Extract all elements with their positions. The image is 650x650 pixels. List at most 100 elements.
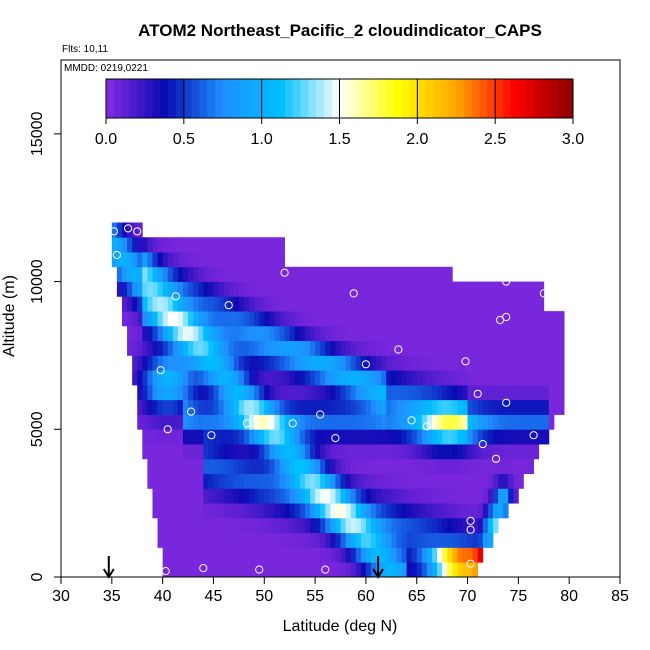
curtain-cell [238, 458, 245, 474]
curtain-cell [243, 473, 250, 489]
curtain-cell [431, 296, 438, 312]
curtain-cell [416, 503, 423, 519]
curtain-cell [147, 384, 153, 401]
sample-marker [441, 256, 450, 265]
curtain-cell [325, 399, 331, 415]
curtain-cell [355, 325, 362, 342]
colorbar-tick-label: 2.0 [406, 131, 428, 148]
curtain-cell [503, 311, 509, 327]
curtain-cell [243, 444, 250, 460]
curtain-cell [142, 340, 148, 356]
curtain-cell [299, 547, 306, 563]
curtain-cell [208, 532, 214, 548]
curtain-cell [503, 473, 509, 489]
curtain-cell [492, 473, 499, 489]
curtain-cell [365, 414, 372, 430]
curtain-cell [472, 488, 479, 504]
curtain-cell [431, 399, 438, 415]
curtain-cell [289, 458, 296, 474]
curtain-cell [320, 266, 326, 282]
curtain-cell [198, 429, 204, 445]
curtain-cell [121, 281, 128, 297]
curtain-cell [264, 311, 270, 327]
curtain-cell [203, 237, 209, 253]
curtain-cell [294, 384, 301, 401]
curtain-cell [182, 296, 189, 312]
curtain-cell [391, 281, 397, 297]
curtain-cell [416, 517, 423, 534]
curtain-cell [157, 296, 164, 312]
curtain-cell [447, 414, 453, 430]
curtain-cell [523, 311, 529, 327]
curtain-cell [304, 517, 311, 534]
curtain-cell [462, 458, 468, 474]
curtain-cell [457, 370, 463, 386]
curtain-cell [198, 355, 204, 371]
plot-frame [60, 59, 621, 578]
curtain-cell [284, 340, 291, 356]
curtain-cell [299, 562, 306, 577]
curtain-cell [157, 266, 164, 282]
curtain-cell [162, 399, 169, 415]
curtain-cell [528, 429, 535, 445]
curtain-cell [487, 384, 494, 401]
curtain-cell [508, 458, 514, 474]
curtain-cell [289, 547, 296, 563]
curtain-cell [513, 458, 519, 474]
curtain-cell [330, 458, 336, 474]
curtain-cell [335, 517, 341, 534]
curtain-cell [157, 370, 164, 386]
curtain-cell [442, 532, 448, 548]
curtain-cell [254, 340, 260, 356]
curtain-cell [508, 281, 514, 297]
curtain-cell [472, 325, 479, 342]
colorbar-segment [222, 79, 232, 118]
curtain-cell [218, 266, 225, 282]
colorbar-segment [176, 79, 185, 118]
curtain-cell [330, 414, 336, 430]
curtain-cell [213, 473, 219, 489]
curtain-cell [127, 252, 133, 268]
colorbar-segment [440, 79, 449, 118]
curtain-cell [208, 547, 214, 563]
curtain-cell [518, 414, 524, 430]
curtain-cell [345, 296, 352, 312]
curtain-cell [132, 237, 138, 253]
curtain-cell [238, 473, 245, 489]
curtain-cell [431, 458, 438, 474]
curtain-cell [355, 370, 362, 386]
curtain-cell [121, 266, 128, 282]
curtain-cell [142, 355, 148, 371]
curtain-cell [147, 429, 153, 445]
curtain-cell [243, 340, 250, 356]
curtain-cell [177, 281, 184, 297]
curtain-cell [167, 281, 174, 297]
curtain-cell [452, 296, 458, 312]
curtain-cell [264, 296, 270, 312]
colorbar-segment [238, 79, 247, 118]
curtain-cell [487, 370, 494, 386]
curtain-cell [401, 444, 407, 460]
chart-title: ATOM2 Northeast_Pacific_2 cloudindicator… [138, 21, 542, 40]
curtain-cell [543, 399, 550, 415]
curtain-cell [264, 503, 270, 519]
colorbar-segment [144, 79, 154, 118]
sample-marker [242, 419, 252, 428]
curtain-cell [127, 340, 133, 356]
colorbar-segment [464, 79, 473, 118]
curtain-cell [162, 444, 169, 460]
curtain-cell [416, 473, 423, 489]
curtain-cell [345, 311, 352, 327]
curtain-cell [401, 532, 407, 548]
curtain-cell [243, 517, 250, 534]
curtain-cell [264, 340, 270, 356]
curtain-cell [137, 296, 143, 312]
curtain-cell [396, 517, 402, 534]
curtain-cell [249, 281, 255, 297]
curtain-cell [213, 266, 219, 282]
curtain-cell [498, 340, 504, 356]
curtain-cell [528, 355, 535, 371]
curtain-cell [391, 311, 397, 327]
curtain-cell [299, 296, 306, 312]
curtain-cell [223, 458, 230, 474]
